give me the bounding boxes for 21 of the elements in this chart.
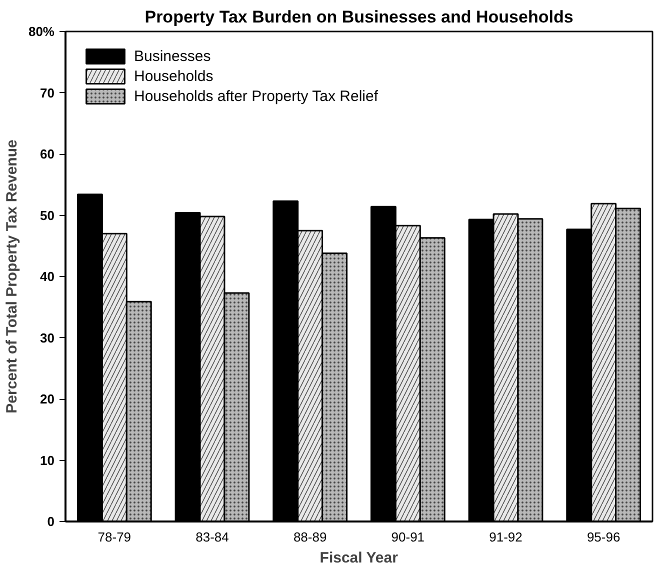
x-axis-title: Fiscal Year — [320, 550, 398, 566]
y-tick-label: 50 — [40, 208, 55, 223]
legend-label: Households — [134, 68, 214, 84]
chart-title: Property Tax Burden on Businesses and Households — [144, 8, 574, 26]
y-axis-title: Percent of Total Property Tax Revenue — [3, 140, 20, 414]
x-tick-label: 88-89 — [293, 530, 327, 544]
legend-label: Households after Property Tax Relief — [134, 88, 378, 104]
y-tick-label: 0 — [47, 514, 55, 529]
x-tick-label: 91-92 — [489, 530, 522, 544]
y-tick-label: 80% — [28, 24, 55, 39]
x-tick-label: 83-84 — [196, 530, 229, 544]
y-tick-label: 20 — [40, 392, 55, 406]
y-tick-label: 40 — [40, 269, 55, 284]
y-tick-label: 30 — [40, 330, 55, 346]
legend-label: Businesses — [134, 48, 211, 64]
x-tick-label: 78-79 — [98, 530, 132, 544]
y-tick-label: 60 — [40, 146, 55, 162]
x-tick-label: 90-91 — [391, 530, 425, 544]
y-tick-label: 70 — [40, 85, 55, 100]
y-tick-label: 10 — [40, 452, 55, 468]
x-tick-label: 95-96 — [586, 530, 620, 544]
